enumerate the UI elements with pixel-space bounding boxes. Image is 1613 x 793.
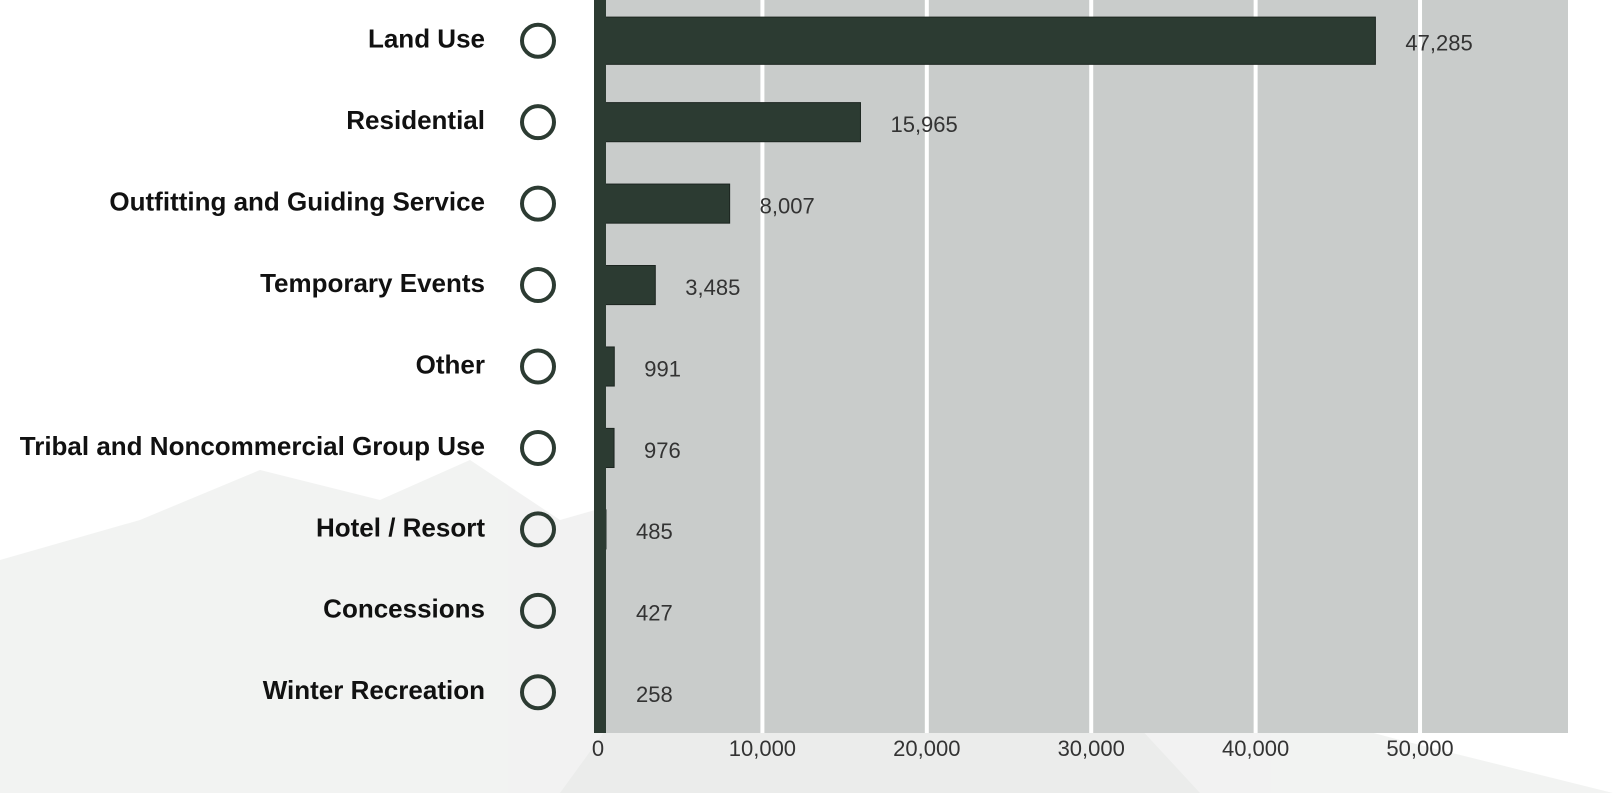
value-axis-line — [594, 0, 606, 733]
bar — [598, 184, 730, 223]
category-label: Other — [416, 349, 485, 379]
value-label: 991 — [644, 356, 681, 381]
bar — [598, 103, 860, 142]
value-label: 8,007 — [760, 193, 815, 218]
category-icon — [522, 432, 554, 464]
category-label: Temporary Events — [260, 268, 485, 298]
value-label: 3,485 — [685, 275, 740, 300]
x-tick-label: 0 — [592, 736, 604, 761]
category-label: Land Use — [368, 24, 485, 54]
category-icon — [522, 188, 554, 220]
value-label: 976 — [644, 438, 681, 463]
x-tick-label: 10,000 — [729, 736, 796, 761]
category-label: Concessions — [323, 594, 485, 624]
bar — [598, 266, 655, 305]
category-icon — [522, 25, 554, 57]
category-label: Outfitting and Guiding Service — [109, 186, 485, 216]
category-icon — [522, 269, 554, 301]
x-tick-label: 20,000 — [893, 736, 960, 761]
value-label: 47,285 — [1405, 31, 1472, 56]
value-label: 258 — [636, 682, 673, 707]
x-tick-label: 30,000 — [1058, 736, 1125, 761]
x-tick-label: 50,000 — [1386, 736, 1453, 761]
category-label: Residential — [346, 105, 485, 135]
value-label: 15,965 — [890, 112, 957, 137]
category-icon — [522, 106, 554, 138]
category-icon — [522, 351, 554, 383]
value-label: 427 — [636, 601, 673, 626]
category-label: Hotel / Resort — [316, 512, 485, 542]
chart: 0 10,000 20,000 30,000 40,000 50,000 Land Use 4… — [0, 0, 1613, 793]
bar — [598, 17, 1375, 64]
category-label: Tribal and Noncommercial Group Use — [20, 431, 485, 461]
value-label: 485 — [636, 519, 673, 544]
x-tick-label: 40,000 — [1222, 736, 1289, 761]
category-label: Winter Recreation — [263, 675, 485, 705]
